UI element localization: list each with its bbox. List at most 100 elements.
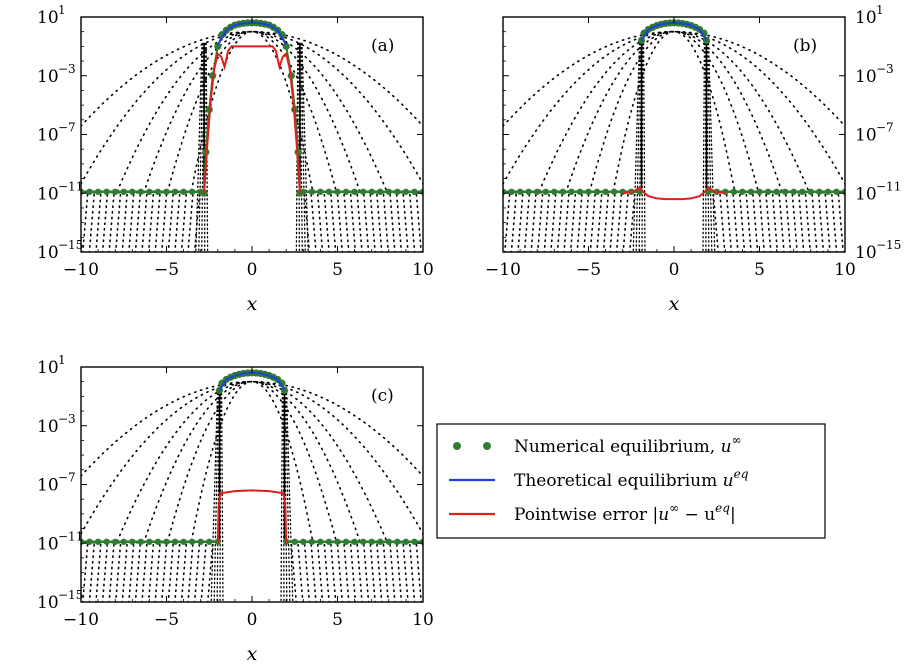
transient-curve: [771, 193, 779, 252]
numerical-point: [154, 538, 162, 545]
numerical-point: [807, 188, 814, 195]
numerical-point: [816, 188, 823, 195]
transient-curve: [382, 193, 390, 252]
transient-curve: [376, 543, 383, 602]
numerical-point: [291, 538, 298, 545]
numerical-point: [129, 188, 136, 195]
numerical-point: [282, 42, 290, 50]
transient-curve: [336, 543, 344, 602]
x-tick-label: −10: [485, 260, 521, 280]
numerical-point: [137, 538, 145, 545]
transient-curve: [154, 543, 161, 602]
numerical-point: [610, 188, 618, 195]
y-tick-label-exp: −11: [58, 179, 83, 193]
numerical-point: [137, 188, 145, 195]
transient-curve: [628, 193, 636, 252]
transient-curve: [180, 543, 188, 602]
transient-curve: [82, 543, 89, 602]
x-tick-label: 10: [834, 260, 856, 280]
plot-area: [503, 19, 845, 252]
transient-curve: [336, 193, 344, 252]
x-tick-label: −10: [63, 260, 99, 280]
numerical-point: [334, 188, 341, 195]
transient-curve: [369, 543, 376, 602]
transient-curve: [706, 42, 713, 252]
transient-curve: [563, 193, 570, 252]
numerical-point: [188, 188, 196, 195]
transient-curve: [356, 193, 363, 252]
legend-label-suffix: |: [730, 505, 736, 525]
numerical-point: [154, 188, 162, 195]
numerical-point: [525, 188, 532, 195]
transient-curve: [642, 42, 646, 252]
transient-curve: [330, 543, 337, 602]
x-tick-label: 0: [669, 260, 680, 280]
transient-curve: [310, 193, 317, 252]
numerical-point: [317, 188, 324, 195]
transient-curve: [725, 193, 733, 252]
legend-label-math: u: [721, 437, 732, 457]
transient-curve: [284, 392, 291, 602]
transient-curve: [503, 30, 845, 194]
transient-curve: [204, 42, 206, 252]
transient-curve: [280, 392, 284, 602]
transient-curve: [409, 193, 416, 252]
transient-curve: [409, 543, 416, 602]
transient-curve: [134, 543, 141, 602]
y-tick-label-exp: −11: [58, 529, 83, 543]
legend-label-text: Numerical equilibrium,: [514, 437, 721, 457]
transient-curve: [415, 543, 422, 602]
legend-label: Pointwise error |u∞ − ueq|: [514, 501, 736, 525]
transient-curve: [615, 193, 623, 252]
transient-curve: [804, 193, 812, 252]
transient-curve: [503, 193, 504, 205]
transient-curve: [108, 543, 115, 602]
error-line: [622, 186, 726, 201]
transient-curve: [81, 30, 423, 194]
transient-curve: [356, 543, 363, 602]
numerical-point: [351, 538, 358, 545]
x-axis-label: x: [669, 293, 680, 315]
numerical-point: [576, 188, 584, 195]
numerical-point: [334, 538, 341, 545]
y-tick-label-exp: −3: [58, 62, 76, 76]
transient-curve: [180, 193, 188, 252]
transient-curve: [285, 392, 294, 602]
y-tick-label-exp: 1: [876, 3, 884, 17]
numerical-point: [206, 538, 213, 545]
y-tick-label-exp: 1: [58, 3, 66, 17]
transient-curve: [81, 543, 82, 555]
numerical-point: [534, 188, 541, 195]
y-tick-label-exp: −3: [58, 412, 76, 426]
numerical-point: [120, 188, 127, 195]
transient-curve: [395, 193, 403, 252]
transient-curve: [310, 543, 317, 602]
transient-curve: [121, 193, 128, 252]
numerical-point: [368, 538, 375, 545]
y-tick-label-base: 10: [37, 476, 59, 496]
numerical-point: [197, 538, 204, 545]
numerical-point: [171, 538, 179, 545]
transient-curve: [174, 543, 181, 602]
transient-curve: [402, 543, 409, 602]
legend-box: [436, 423, 826, 539]
transient-curve: [382, 543, 390, 602]
transient-curve: [316, 193, 324, 252]
transient-curve: [504, 193, 511, 252]
transient-curve: [174, 193, 181, 252]
transient-curve: [543, 193, 550, 252]
transient-curve: [635, 42, 642, 252]
numerical-point: [325, 538, 333, 545]
numerical-point: [368, 188, 375, 195]
transient-curve: [349, 543, 357, 602]
transient-curve: [609, 193, 616, 252]
numerical-point: [568, 188, 575, 195]
transient-curve: [824, 193, 831, 252]
transient-curve: [632, 42, 641, 252]
transient-curve: [758, 193, 766, 252]
numerical-point: [516, 188, 524, 195]
transient-curve: [187, 193, 194, 252]
